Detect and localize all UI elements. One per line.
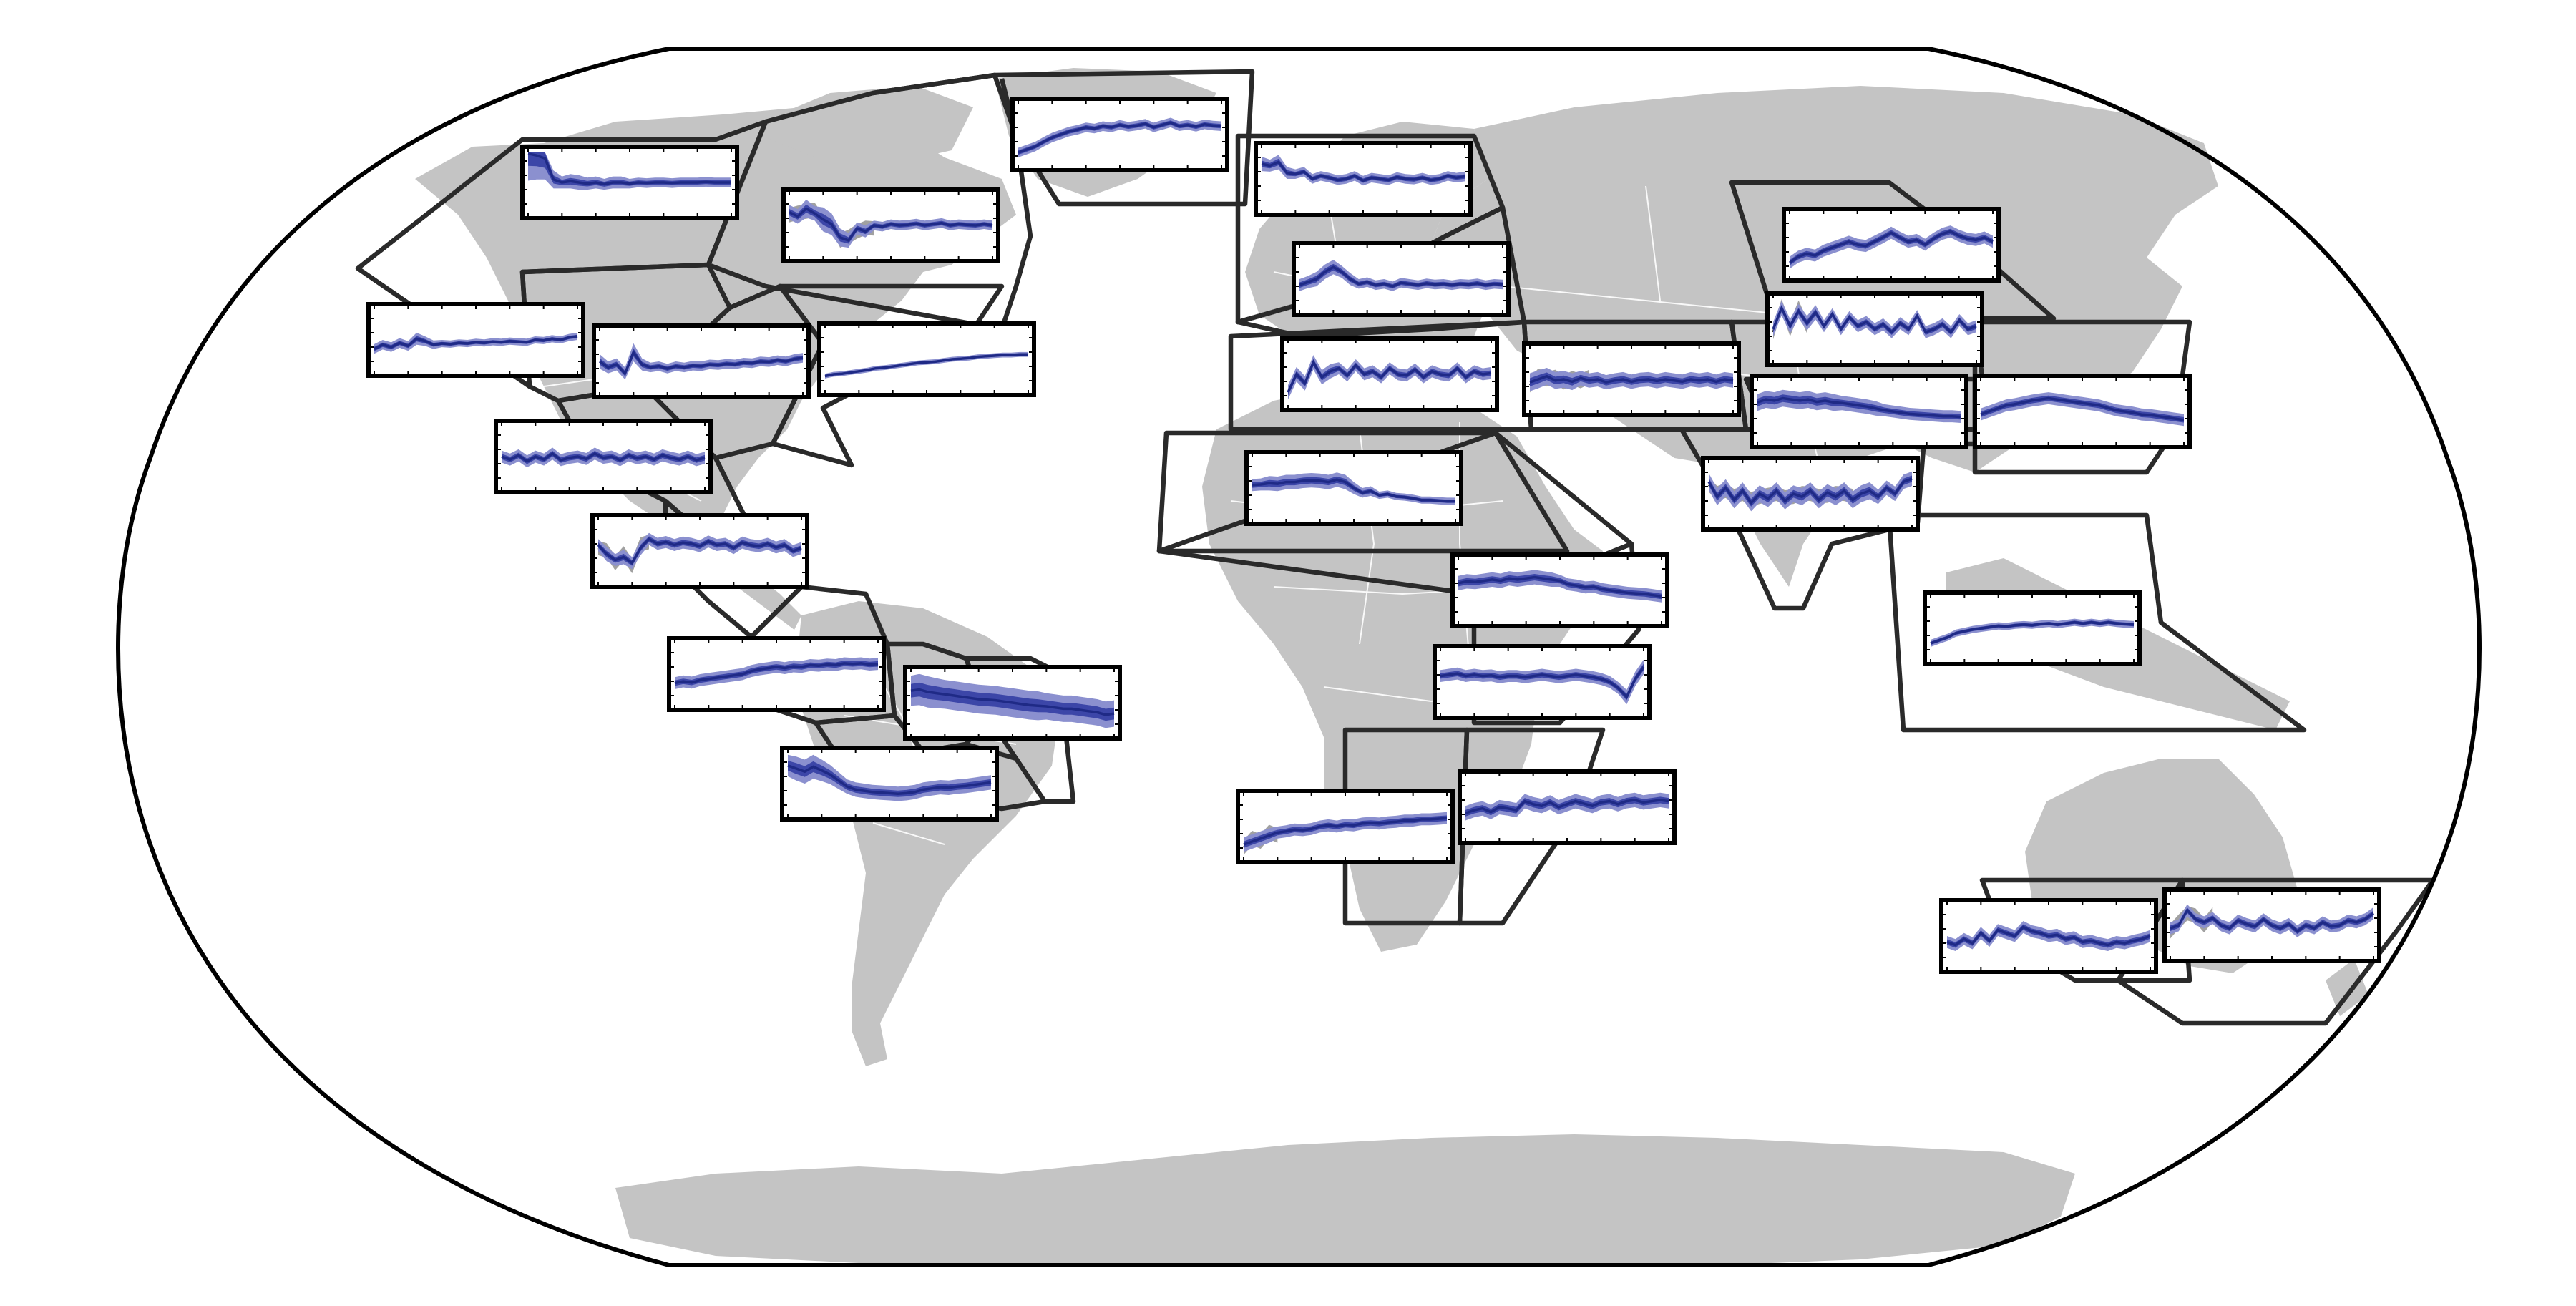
ensemble-mean-line — [789, 207, 993, 243]
ensemble-inner-band — [1458, 574, 1662, 600]
ensemble-mean-line — [1707, 477, 1913, 505]
landmass-africa — [1202, 386, 1603, 952]
region-sahel-inset — [1450, 552, 1669, 628]
ensemble-mean-line — [674, 662, 879, 685]
ensemble-mean-line — [824, 353, 1028, 378]
region-east-australia-inset — [2162, 887, 2381, 963]
region-west-southern-africa-inset — [1236, 789, 1455, 864]
inset-frame — [1782, 207, 2001, 283]
landmass-arctic-islands — [744, 86, 973, 165]
outline-east-southern-africa — [1457, 727, 1606, 926]
region-east-north-america-inset — [817, 321, 1036, 397]
ensemble-outer-band — [1931, 618, 2134, 647]
region-caribbean-inset — [590, 513, 809, 589]
ensemble-mean-line — [1757, 396, 1961, 419]
ensemble-inner-band — [1440, 663, 1644, 701]
ensemble-inner-band — [1981, 395, 2184, 423]
ensemble-mean-line — [1458, 575, 1662, 598]
ensemble-mean-line — [1261, 160, 1465, 182]
ensemble-mean-line — [2170, 908, 2375, 933]
region-mediterranean-inset — [1280, 336, 1499, 412]
landmass-new-zealand — [2326, 959, 2368, 1016]
region-central-north-america-inset — [592, 323, 811, 399]
observed-band — [2170, 906, 2213, 939]
landmass-antarctica — [615, 1134, 2075, 1267]
ensemble-inner-band — [1262, 158, 1465, 183]
region-sahara-inset — [1244, 450, 1463, 526]
region-east-southern-africa-inset — [1458, 769, 1677, 845]
region-south-america-monsoon-inset — [780, 746, 999, 822]
ensemble-mean-line — [1287, 359, 1492, 393]
ensemble-outer-band — [825, 351, 1028, 379]
outline-southeast-asia — [1886, 512, 2307, 733]
region-north-europe-inset — [1254, 141, 1473, 217]
ensemble-mean-line — [1465, 799, 1669, 815]
ensemble-mean-line — [1299, 265, 1503, 288]
region-timeseries-insets — [366, 97, 2381, 974]
region-central-asia-inset — [1750, 374, 1968, 449]
ensemble-mean-line — [1980, 396, 2185, 421]
ensemble-mean-line — [597, 537, 802, 565]
ensemble-inner-band — [675, 661, 878, 686]
ensemble-outer-band — [598, 532, 801, 570]
region-west-north-america-inset — [366, 302, 585, 378]
region-central-europe-inset — [1292, 241, 1511, 317]
ensemble-outer-band — [1018, 117, 1221, 157]
region-amazon-inset — [903, 665, 1122, 741]
ensemble-mean-line — [1529, 374, 1734, 384]
region-nw-south-america-inset — [667, 636, 886, 712]
border-asia-4 — [1645, 185, 1661, 301]
ensemble-inner-band — [600, 348, 803, 376]
ensemble-mean-line — [1243, 817, 1448, 846]
region-west-asia-inset — [1522, 341, 1741, 417]
outline-east-north-america — [770, 283, 1005, 468]
ensemble-inner-band — [598, 536, 801, 566]
region-east-africa-inset — [1433, 644, 1652, 720]
ensemble-inner-band — [2170, 907, 2373, 935]
region-central-america-inset — [494, 419, 713, 494]
region-east-asia-inset — [1973, 374, 2192, 449]
region-nw-north-america-inset — [520, 145, 739, 220]
ensemble-mean-line — [374, 335, 578, 351]
border-south-america-3 — [872, 822, 945, 845]
ensemble-inner-band — [1465, 796, 1669, 817]
ensemble-mean-line — [1018, 121, 1222, 154]
map-frame — [116, 47, 2482, 1267]
ensemble-mean-line — [1788, 230, 1994, 264]
ensemble-outer-band — [600, 343, 803, 380]
ensemble-mean-line — [910, 688, 1115, 716]
ensemble-mean-line — [1772, 305, 1977, 334]
ensemble-inner-band — [1018, 120, 1221, 155]
ensemble-mean-line — [527, 152, 731, 186]
region-ne-canada-inset — [781, 187, 1000, 263]
ensemble-mean-line — [1440, 666, 1645, 700]
region-west-australia-inset — [1939, 898, 2158, 974]
inset-frame — [1010, 97, 1229, 172]
region-south-asia-inset — [1701, 456, 1920, 532]
region-greenland-inset — [1010, 97, 1229, 172]
region-russian-arctic-inset — [1782, 207, 2001, 283]
ensemble-mean-line — [1930, 620, 2135, 645]
ensemble-inner-band — [1244, 815, 1447, 848]
ensemble-mean-line — [1252, 478, 1455, 503]
ensemble-outer-band — [1440, 659, 1644, 705]
region-southeast-asia-inset — [1923, 590, 2142, 666]
ensemble-mean-line — [1946, 925, 2151, 947]
region-east-asia-north-inset — [1765, 291, 1984, 367]
inset-frame — [817, 321, 1036, 397]
ensemble-mean-line — [501, 452, 706, 463]
ensemble-inner-band — [1931, 620, 2134, 645]
ensemble-mean-line — [787, 764, 992, 796]
ensemble-mean-line — [598, 349, 804, 376]
ensemble-outer-band — [2170, 904, 2373, 937]
outline-sahara — [1156, 430, 1570, 554]
